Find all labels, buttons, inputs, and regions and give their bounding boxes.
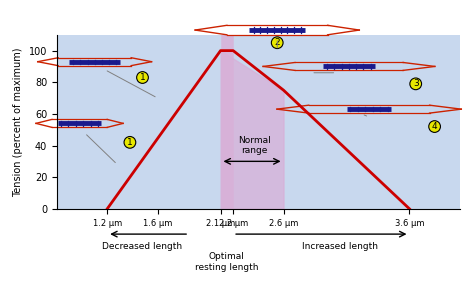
Text: Normal
range: Normal range <box>238 136 271 155</box>
Text: Optimal: Optimal <box>209 251 245 260</box>
Text: Increased length: Increased length <box>302 242 378 251</box>
Polygon shape <box>107 51 410 209</box>
Text: 2: 2 <box>274 38 280 47</box>
Text: resting length: resting length <box>195 262 259 271</box>
Text: 1: 1 <box>140 73 146 82</box>
Y-axis label: Tension (percent of maximum): Tension (percent of maximum) <box>13 47 23 197</box>
Text: 1: 1 <box>127 138 133 147</box>
Text: 4: 4 <box>432 122 438 131</box>
Text: 3: 3 <box>413 79 419 88</box>
Text: Decreased length: Decreased length <box>102 242 182 251</box>
